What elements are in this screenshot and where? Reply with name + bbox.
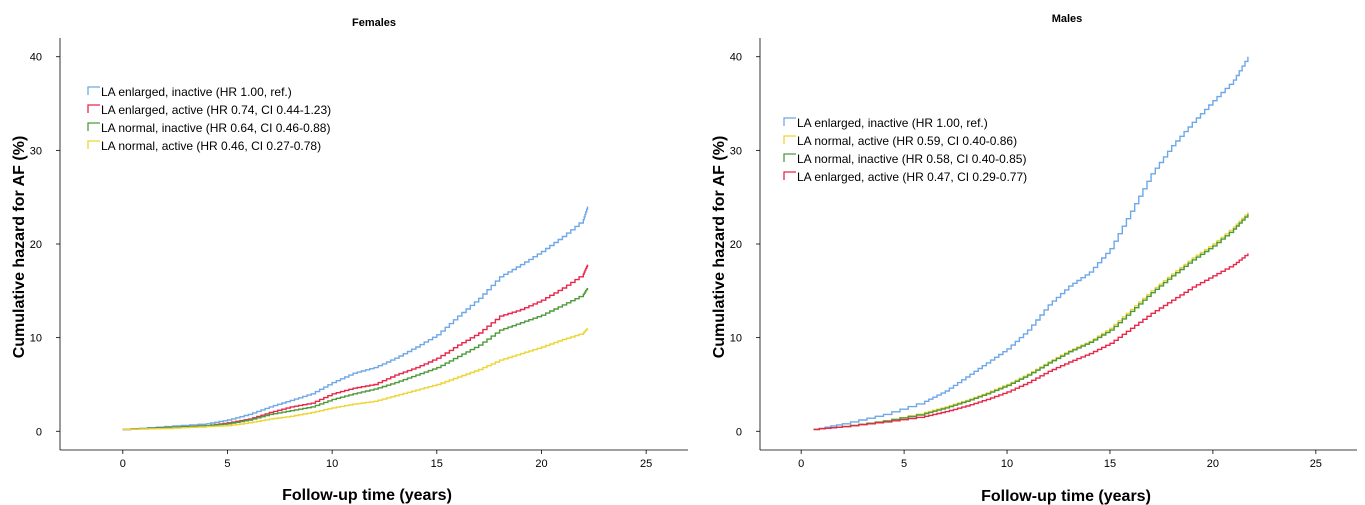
- y-tick-label: 0: [36, 426, 42, 438]
- x-tick-label: 10: [326, 458, 338, 470]
- x-axis-label: Follow-up time (years): [981, 488, 1151, 505]
- series-line: [813, 253, 1249, 431]
- y-axis-label: Cumulative hazard for AF (%): [11, 136, 28, 359]
- females-panel: Females Follow-up time (years) Cumulativ…: [11, 17, 688, 504]
- series-lines: [813, 56, 1249, 431]
- series-lines: [122, 206, 589, 431]
- legend-entry: LA enlarged, inactive (HR 1.00, ref.): [797, 116, 988, 130]
- x-tick-label: 20: [1207, 458, 1219, 470]
- series-line: [122, 206, 589, 431]
- x-tick-label: 5: [901, 458, 907, 470]
- legend-swatch: [87, 86, 100, 95]
- series-line: [122, 288, 589, 431]
- x-tick-label: 15: [1104, 458, 1116, 470]
- legend-swatch: [87, 104, 100, 113]
- y-tick-label: 40: [30, 52, 42, 64]
- tick-labels: 0 5 10 15 20 25 0 10 20 30 40: [730, 52, 1322, 470]
- legend: LA enlarged, inactive (HR 1.00, ref.) LA …: [783, 116, 1027, 184]
- y-tick-label: 20: [30, 239, 42, 251]
- y-tick-label: 40: [730, 52, 742, 64]
- legend-swatch: [783, 117, 796, 126]
- x-tick-label: 25: [640, 458, 652, 470]
- y-tick-label: 10: [730, 333, 742, 345]
- x-tick-label: 10: [1001, 458, 1013, 470]
- legend-entry: LA normal, inactive (HR 0.64, CI 0.46-0.…: [101, 121, 330, 135]
- x-tick-label: 15: [431, 458, 443, 470]
- x-tick-label: 5: [224, 458, 230, 470]
- x-tick-label: 0: [120, 458, 126, 470]
- legend: LA enlarged, inactive (HR 1.00, ref.) LA …: [87, 85, 331, 153]
- axes: [56, 38, 688, 454]
- panel-title: Males: [1052, 13, 1083, 25]
- tick-labels: 0 5 10 15 20 25 0 10 20 30 40: [30, 52, 653, 470]
- y-tick-label: 20: [730, 239, 742, 251]
- y-tick-label: 30: [30, 145, 42, 157]
- series-line: [813, 214, 1249, 431]
- series-line: [122, 328, 589, 431]
- y-tick-label: 0: [736, 426, 742, 438]
- x-tick-label: 20: [535, 458, 547, 470]
- legend-swatch: [87, 122, 100, 131]
- legend-entry: LA enlarged, inactive (HR 1.00, ref.): [101, 85, 292, 99]
- panel-title: Females: [352, 17, 396, 29]
- legend-entry: LA enlarged, active (HR 0.74, CI 0.44-1.…: [101, 103, 331, 117]
- x-tick-label: 0: [798, 458, 804, 470]
- series-line: [813, 212, 1249, 431]
- axes: [756, 38, 1357, 454]
- legend-swatch: [783, 135, 796, 144]
- males-panel: Males Follow-up time (years) Cumulative …: [711, 13, 1357, 505]
- legend-swatch: [87, 140, 100, 149]
- legend-entry: LA enlarged, active (HR 0.47, CI 0.29-0.…: [797, 170, 1027, 184]
- legend-swatch: [783, 153, 796, 162]
- x-tick-label: 25: [1310, 458, 1322, 470]
- series-line: [813, 56, 1249, 431]
- legend-swatch: [783, 171, 796, 180]
- legend-entry: LA normal, active (HR 0.46, CI 0.27-0.78…: [101, 139, 321, 153]
- legend-entry: LA normal, inactive (HR 0.58, CI 0.40-0.…: [797, 152, 1026, 166]
- y-tick-label: 10: [30, 333, 42, 345]
- legend-entry: LA normal, active (HR 0.59, CI 0.40-0.86…: [797, 134, 1017, 148]
- y-tick-label: 30: [730, 145, 742, 157]
- y-axis-label: Cumulative hazard for AF (%): [711, 136, 728, 359]
- x-axis-label: Follow-up time (years): [282, 487, 452, 504]
